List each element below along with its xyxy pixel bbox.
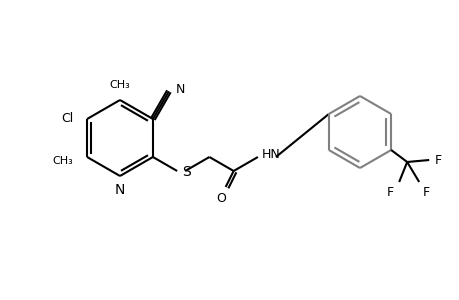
- Text: F: F: [434, 154, 442, 166]
- Text: S: S: [182, 165, 190, 179]
- Text: N: N: [175, 83, 185, 96]
- Text: F: F: [386, 186, 393, 199]
- Text: F: F: [422, 186, 429, 199]
- Text: CH₃: CH₃: [52, 156, 73, 166]
- Text: CH₃: CH₃: [109, 80, 130, 90]
- Text: Cl: Cl: [61, 112, 73, 124]
- Text: O: O: [216, 192, 226, 205]
- Text: N: N: [115, 183, 125, 197]
- Text: HN: HN: [261, 148, 280, 160]
